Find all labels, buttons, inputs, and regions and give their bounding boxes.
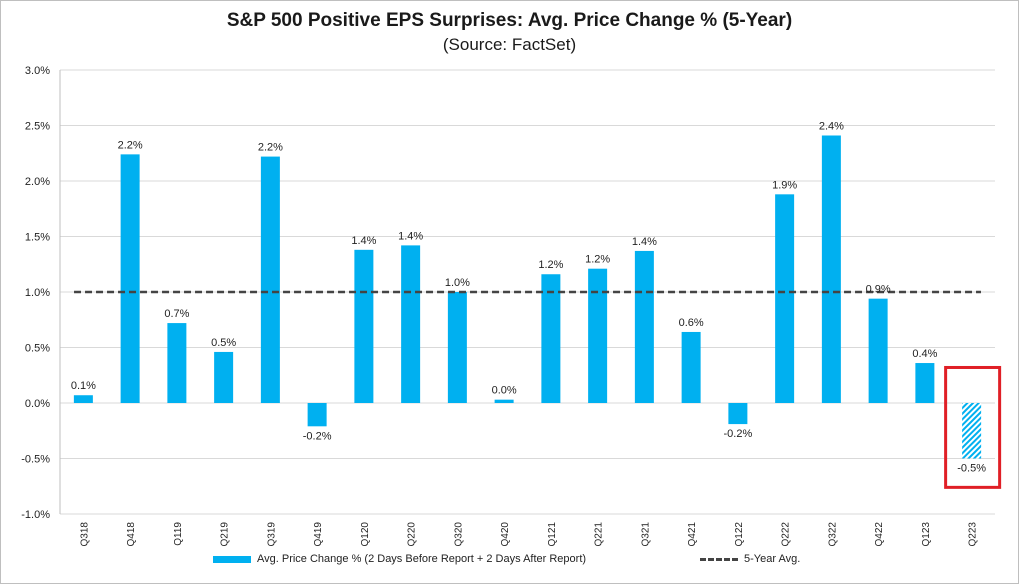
bar [120, 154, 140, 403]
bar [962, 403, 982, 459]
legend-swatch-bars [213, 555, 251, 563]
data-label: 0.0% [492, 385, 517, 397]
chart-title: S&P 500 Positive EPS Surprises: Avg. Pri… [226, 10, 793, 31]
x-tick-label: Q321 [640, 522, 651, 547]
x-tick-label: Q120 [360, 522, 371, 547]
bar [447, 292, 467, 403]
data-label: 1.4% [398, 230, 423, 242]
y-tick-label: 3.0% [25, 65, 50, 77]
x-tick-label: Q418 [126, 522, 137, 547]
bar [775, 194, 795, 403]
data-label: -0.2% [724, 428, 753, 440]
y-tick-label: 1.0% [25, 287, 50, 299]
bar [494, 399, 514, 403]
y-tick-label: -0.5% [21, 454, 50, 466]
data-label: -0.2% [303, 430, 332, 442]
x-tick-label: Q123 [921, 522, 932, 547]
x-tick-label: Q119 [173, 522, 184, 546]
data-label: 2.2% [118, 139, 143, 151]
bar [728, 403, 748, 425]
legend-item-bars: Avg. Price Change % (2 Days Before Repor… [213, 553, 586, 565]
chart-legend: Avg. Price Change % (2 Days Before Repor… [0, 553, 1019, 573]
bar [354, 249, 374, 403]
data-label: 0.4% [912, 348, 937, 360]
x-tick-label: Q422 [874, 522, 885, 547]
data-label: 0.9% [866, 284, 891, 296]
highlight-box [944, 365, 1002, 489]
bar [307, 403, 327, 427]
bar [681, 331, 701, 403]
y-tick-label: 0.0% [25, 398, 50, 410]
y-tick-label: -1.0% [21, 509, 50, 521]
data-label: -0.5% [957, 463, 986, 475]
data-label: 0.1% [71, 380, 96, 392]
x-tick-label: Q320 [453, 522, 464, 547]
chart-subtitle: (Source: FactSet) [442, 35, 577, 54]
y-tick-label: 2.5% [25, 121, 50, 133]
bar [588, 268, 608, 403]
y-tick-label: 1.5% [25, 232, 50, 244]
bar [868, 298, 888, 403]
bar [541, 274, 561, 403]
bar [915, 363, 935, 403]
legend-label-average: 5-Year Avg. [744, 553, 801, 565]
data-label: 0.6% [679, 317, 704, 329]
x-tick-label: Q223 [968, 522, 979, 547]
bar [73, 395, 93, 403]
bar [821, 135, 841, 404]
x-tick-label: Q222 [781, 522, 792, 547]
data-label: 0.5% [211, 337, 236, 349]
y-tick-label: 2.0% [25, 176, 50, 188]
legend-label-bars: Avg. Price Change % (2 Days Before Repor… [257, 553, 587, 565]
data-label: 1.4% [632, 236, 657, 248]
bar [167, 323, 187, 403]
x-tick-label: Q122 [734, 522, 745, 547]
data-label: 2.4% [819, 120, 844, 132]
x-tick-label: Q121 [547, 522, 558, 547]
x-tick-label: Q219 [220, 522, 231, 547]
data-label: 1.2% [538, 259, 563, 271]
x-tick-label: Q420 [500, 522, 511, 547]
x-tick-label: Q319 [266, 522, 277, 547]
data-label: 1.9% [772, 179, 797, 191]
y-tick-label: 0.5% [25, 343, 50, 355]
x-tick-label: Q419 [313, 522, 324, 547]
x-tick-label: Q221 [594, 522, 605, 547]
bar [634, 250, 654, 403]
data-label: 1.4% [351, 235, 376, 247]
bar [260, 156, 280, 403]
x-tick-label: Q318 [79, 522, 90, 547]
legend-item-average: 5-Year Avg. [700, 553, 800, 565]
legend-swatch-average [700, 557, 738, 561]
data-label: 2.2% [258, 142, 283, 154]
bar [214, 351, 234, 403]
data-label: 1.0% [445, 277, 470, 289]
bar [401, 245, 421, 403]
data-label: 1.2% [585, 254, 610, 266]
data-label: 0.7% [164, 308, 189, 320]
x-tick-label: Q322 [827, 522, 838, 547]
x-tick-label: Q421 [687, 522, 698, 547]
x-tick-label: Q220 [407, 522, 418, 547]
